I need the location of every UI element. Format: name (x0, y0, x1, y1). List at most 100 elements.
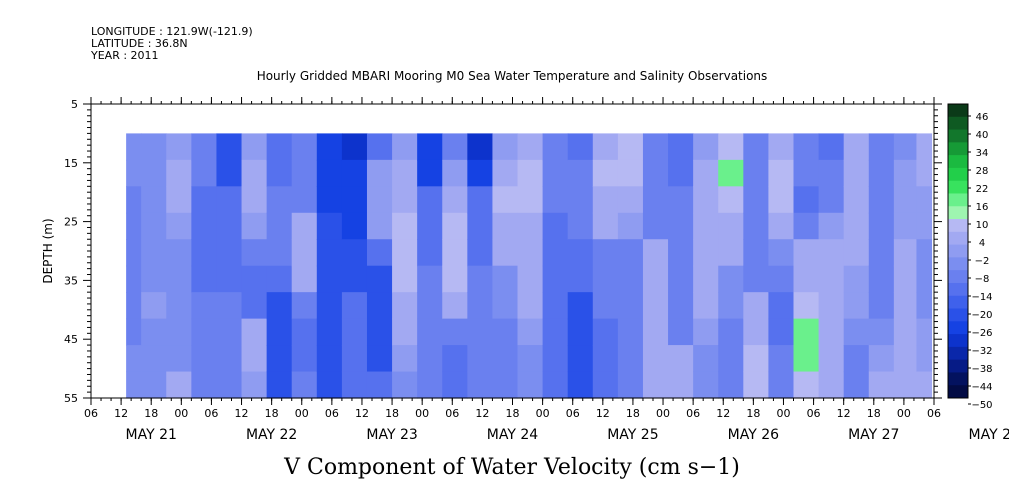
x-tick-label: 06 (325, 407, 339, 420)
heatmap-cell (617, 239, 644, 267)
heatmap-cell (492, 265, 519, 293)
heatmap-cell (191, 265, 218, 293)
heatmap-cell (517, 345, 544, 373)
heatmap-cell (843, 186, 870, 214)
heatmap-cell (592, 212, 619, 240)
y-tick-label: 55 (64, 392, 78, 405)
x-tick-label: 06 (84, 407, 98, 420)
heatmap-cell (718, 371, 744, 399)
heatmap-cell (291, 133, 318, 161)
heatmap-cell (567, 318, 594, 346)
x-tick-label: 06 (566, 407, 580, 420)
heatmap-cell (442, 318, 468, 346)
heatmap-cell (718, 186, 744, 214)
heatmap-cell (266, 159, 293, 187)
heatmap-cell (442, 345, 468, 373)
colorbar-segment (948, 270, 968, 284)
heatmap-cell (743, 345, 770, 373)
heatmap-cell (718, 265, 744, 293)
heatmap-cell (492, 239, 519, 267)
heatmap-cell (868, 345, 895, 373)
heatmap-cells (126, 133, 933, 399)
x-date-label: MAY 22 (246, 427, 297, 443)
heatmap-cell (341, 186, 368, 214)
heatmap-cell (467, 292, 494, 320)
heatmap-cell (718, 133, 744, 161)
heatmap-cell (916, 159, 933, 187)
heatmap-cell (642, 371, 669, 399)
colorbar-label: −50 (971, 400, 992, 411)
heatmap-cell (693, 186, 719, 214)
heatmap-cell (743, 318, 770, 346)
heatmap-cell (126, 345, 142, 373)
x-tick-label: 06 (445, 407, 459, 420)
heatmap-cell (241, 318, 268, 346)
heatmap-cell (868, 239, 895, 267)
heatmap-cell (916, 292, 933, 320)
heatmap-cell (166, 186, 192, 214)
heatmap-cell (793, 159, 820, 187)
heatmap-cell (392, 159, 418, 187)
heatmap-cell (768, 318, 795, 346)
heatmap-cell (693, 345, 719, 373)
heatmap-cell (141, 186, 167, 214)
colorbar-label: −20 (971, 310, 992, 321)
heatmap-cell (316, 239, 343, 267)
heatmap-cell (241, 239, 268, 267)
heatmap-cell (216, 159, 243, 187)
heatmap-cell (341, 133, 368, 161)
heatmap-cell (126, 318, 142, 346)
heatmap-cell (868, 186, 895, 214)
heatmap-cell (567, 265, 594, 293)
heatmap-cell (191, 186, 218, 214)
heatmap-cell (743, 186, 770, 214)
colorbar-segment (948, 142, 968, 156)
heatmap-cell (166, 133, 192, 161)
heatmap-cell (241, 186, 268, 214)
heatmap-cell (718, 292, 744, 320)
colorbar-label: 40 (976, 130, 989, 141)
heatmap-cell (366, 265, 393, 293)
heatmap-cell (291, 239, 318, 267)
heatmap-cell (467, 318, 494, 346)
heatmap-cell (868, 318, 895, 346)
heatmap-cell (417, 371, 443, 399)
heatmap-cell (341, 371, 368, 399)
heatmap-cell (868, 265, 895, 293)
heatmap-cell (316, 186, 343, 214)
colorbar-segment (948, 167, 968, 182)
heatmap-cell (916, 318, 933, 346)
heatmap-cell (141, 133, 167, 161)
x-date-label: MAY 26 (728, 427, 779, 443)
heatmap-cell (366, 239, 393, 267)
heatmap-cell (843, 345, 870, 373)
colorbar-segment (948, 129, 968, 143)
heatmap-cell (517, 133, 544, 161)
heatmap-cell (793, 371, 820, 399)
heatmap-cell (291, 318, 318, 346)
x-tick-label: 12 (235, 407, 249, 420)
colorbar-segment (948, 219, 968, 233)
x-tick-label: 12 (716, 407, 730, 420)
heatmap-cell (668, 186, 694, 214)
colorbar-segment (948, 193, 968, 207)
heatmap-cell (893, 265, 918, 293)
heatmap-cell (417, 345, 443, 373)
heatmap-cell (517, 265, 544, 293)
heatmap-cell (216, 292, 243, 320)
heatmap-cell (341, 265, 368, 293)
heatmap-cell (818, 186, 845, 214)
heatmap-cell (793, 212, 820, 240)
heatmap-cell (818, 159, 845, 187)
heatmap-cell (417, 159, 443, 187)
heatmap-cell (341, 292, 368, 320)
heatmap-cell (718, 239, 744, 267)
heatmap-cell (642, 318, 669, 346)
heatmap-cell (291, 265, 318, 293)
heatmap-cell (266, 345, 293, 373)
heatmap-cell (141, 345, 167, 373)
x-tick-label: 18 (144, 407, 158, 420)
heatmap-cell (818, 371, 845, 399)
x-date-label: MAY 25 (607, 427, 658, 443)
